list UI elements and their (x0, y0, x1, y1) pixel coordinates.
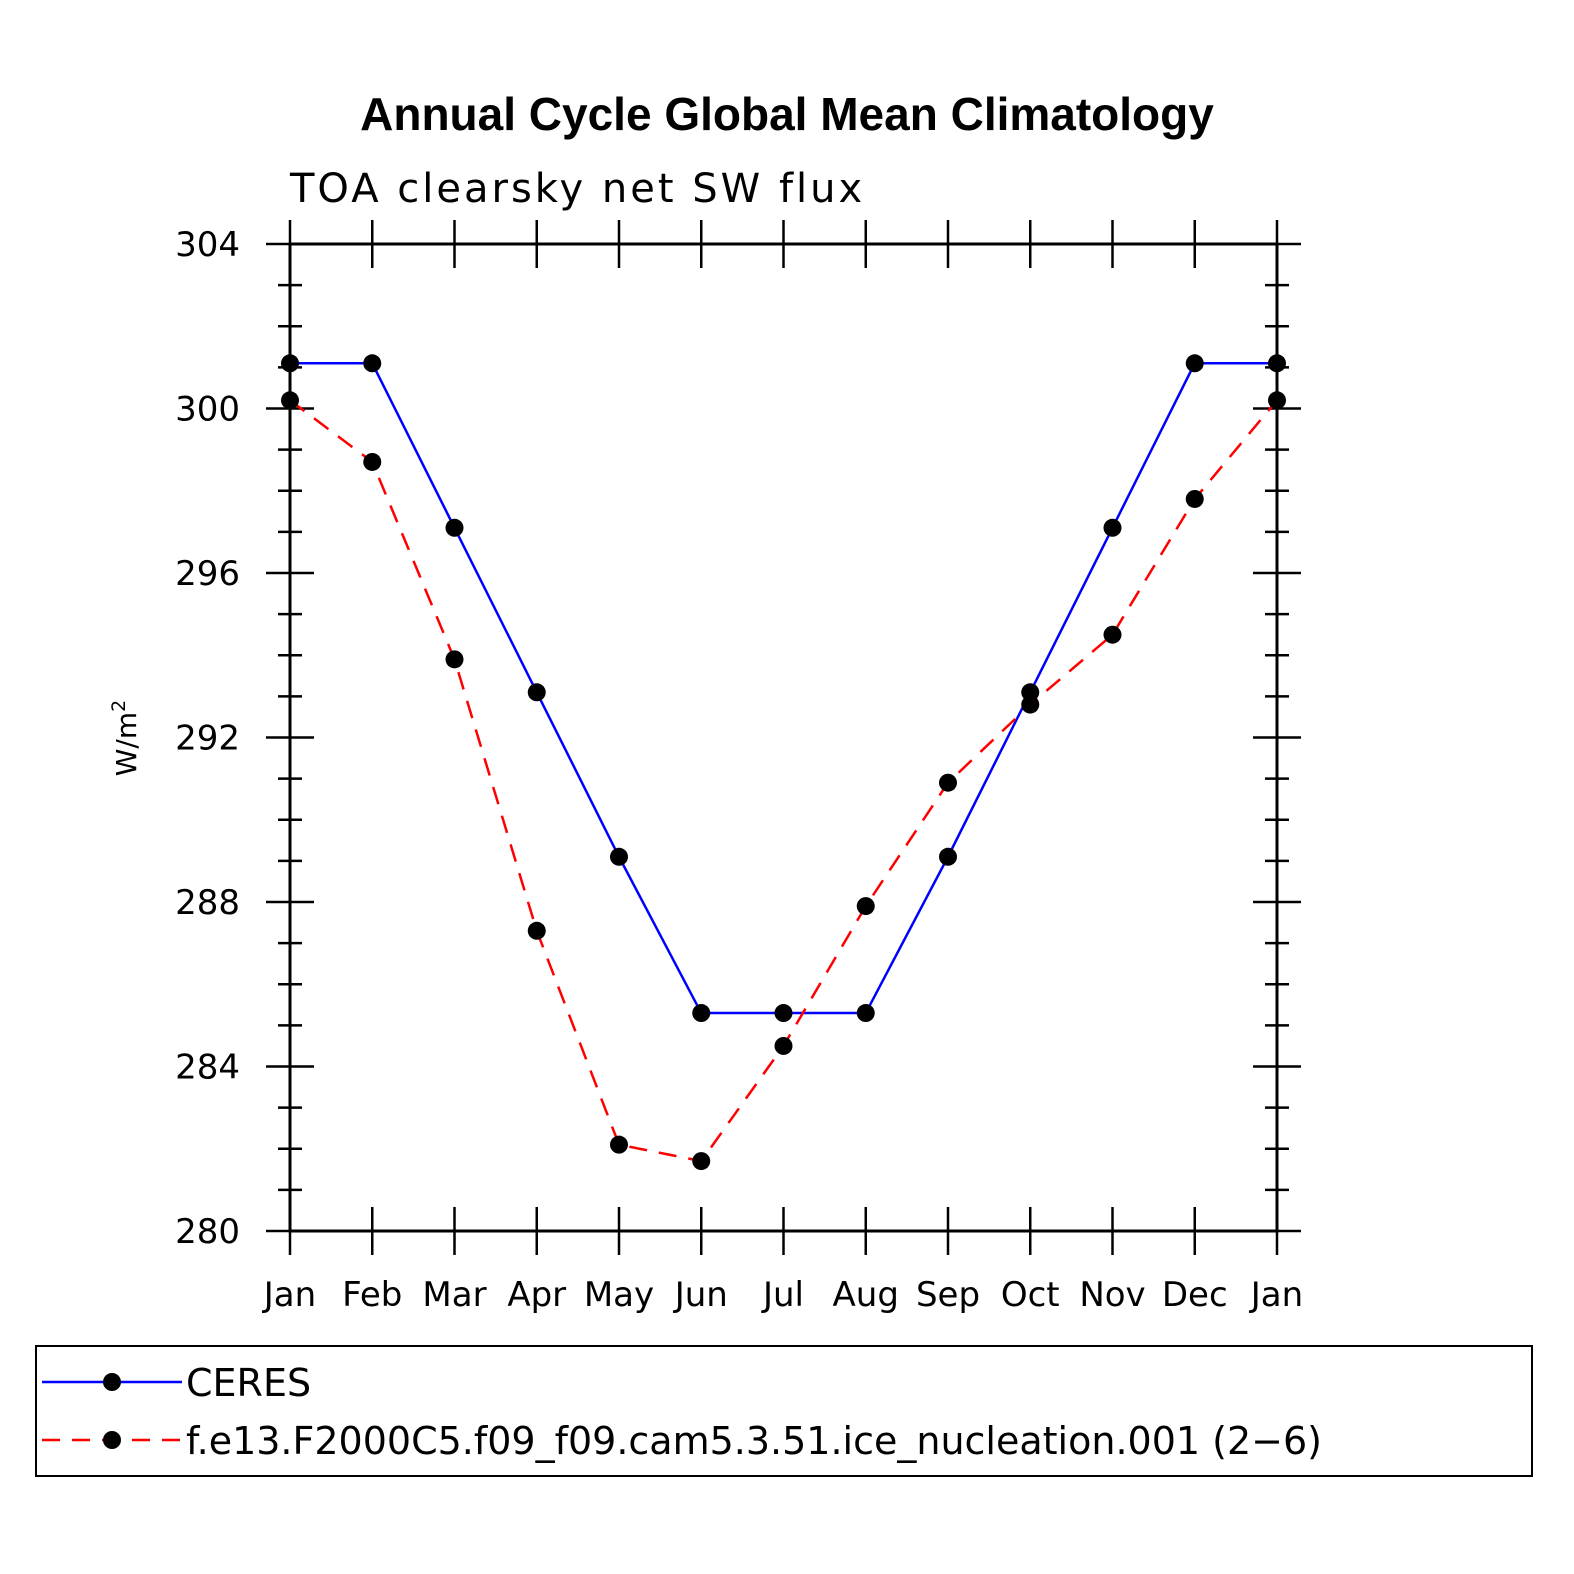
series-line (290, 362, 1277, 1015)
data-point (445, 518, 464, 537)
legend-item-0: CERES (42, 1361, 311, 1405)
data-point (363, 452, 382, 471)
x-tick-label: Oct (1001, 1275, 1060, 1315)
data-point (1021, 683, 1040, 702)
data-point (445, 650, 464, 669)
data-point (1268, 354, 1286, 373)
y-tick-label: 288 (175, 883, 240, 923)
legend-marker (103, 1431, 121, 1449)
x-tick-labels: Jan Feb Mar Apr May Jun Jul Aug Sep Oct Nov Dec Jan (262, 1275, 1303, 1315)
x-tick-label: Dec (1162, 1275, 1228, 1315)
y-tick-label: 304 (175, 225, 240, 265)
data-point (281, 354, 299, 373)
data-point (774, 1004, 793, 1023)
y-tick-label: 292 (175, 719, 240, 759)
data-point (1103, 625, 1122, 644)
x-tick-label: May (584, 1275, 654, 1315)
svg-text:W/m2: W/m2 (108, 700, 143, 777)
data-point (939, 773, 957, 792)
x-tick-label: Nov (1079, 1275, 1145, 1315)
x-tick-label: Aug (833, 1275, 899, 1315)
y-axis-label-superscript: 2 (108, 700, 130, 712)
x-tick-label: Mar (422, 1275, 486, 1315)
data-point (610, 847, 628, 866)
y-tick-label: 284 (175, 1048, 240, 1088)
data-point (1103, 518, 1122, 537)
major-ticks (266, 220, 1301, 1255)
x-tick-label: Jan (262, 1275, 316, 1315)
y-axis-label: W/m2 (108, 700, 143, 777)
legend-marker (103, 1373, 121, 1391)
data-point (527, 683, 546, 702)
y-tick-label: 280 (175, 1212, 240, 1252)
y-axis-label-text: W/m (110, 712, 143, 776)
legend-label: CERES (186, 1361, 311, 1405)
x-tick-label: Feb (342, 1275, 402, 1315)
chart-title: Annual Cycle Global Mean Climatology (360, 88, 1214, 140)
y-tick-labels: 280 284 288 292 296 300 304 (175, 225, 240, 1252)
x-tick-label: Jan (1249, 1275, 1303, 1315)
legend-box (35, 1345, 1533, 1477)
data-point (774, 1036, 793, 1055)
data-point (1021, 695, 1040, 714)
data-point (1185, 354, 1204, 373)
x-tick-label: Apr (507, 1275, 566, 1315)
series-0 (281, 354, 1286, 1023)
data-point (939, 847, 957, 866)
x-tick-label: Jun (673, 1275, 728, 1315)
series-1 (281, 391, 1286, 1171)
legend-item-1: f.e13.F2000C5.f09_f09.cam5.3.51.ice_nucl… (42, 1419, 1322, 1463)
series-layer (281, 354, 1286, 1171)
data-point (856, 1004, 875, 1023)
x-tick-label: Jul (761, 1275, 804, 1315)
data-point (692, 1004, 711, 1023)
data-point (527, 921, 546, 940)
x-tick-label: Sep (916, 1275, 980, 1315)
y-tick-label: 300 (175, 390, 240, 430)
legend-items: CERES f.e13.F2000C5.f09_f09.cam5.3.51.ice… (42, 1361, 1322, 1463)
chart-subtitle: TOA clearsky net SW flux (289, 166, 865, 212)
data-point (1185, 489, 1204, 508)
data-point (610, 1135, 628, 1154)
y-tick-label: 296 (175, 554, 240, 594)
data-point (692, 1152, 711, 1171)
data-point (363, 354, 382, 373)
data-point (281, 391, 299, 410)
plot-frame (288, 242, 1279, 1233)
data-point (856, 897, 875, 916)
legend-label: f.e13.F2000C5.f09_f09.cam5.3.51.ice_nucl… (186, 1419, 1322, 1463)
data-point (1268, 391, 1286, 410)
